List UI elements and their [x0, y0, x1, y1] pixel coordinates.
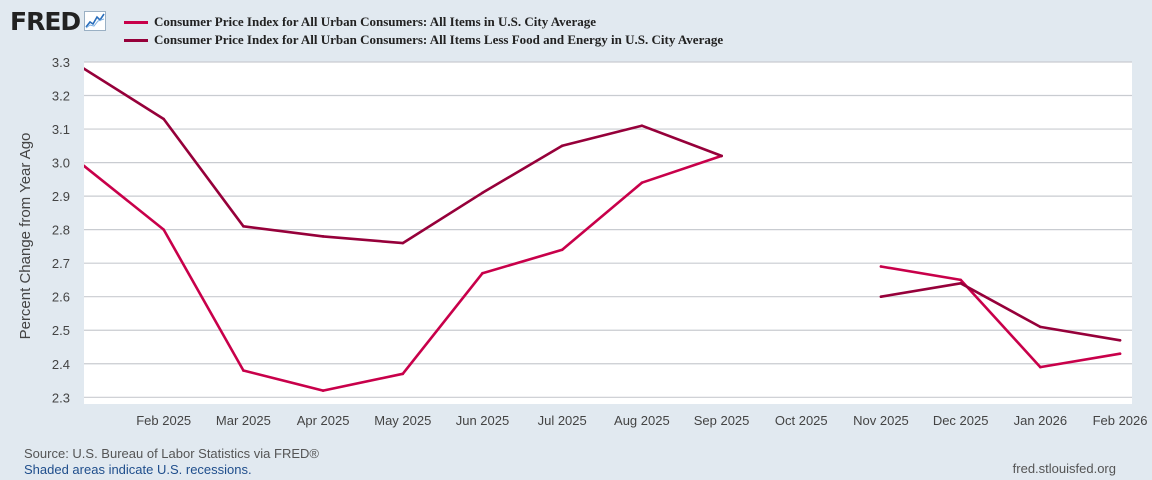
data-point-core[interactable]	[83, 67, 86, 71]
data-point-all-items[interactable]	[83, 164, 86, 168]
x-tick-label: Mar 2025	[216, 413, 271, 428]
data-point-core[interactable]	[1039, 325, 1042, 329]
x-tick-label: Feb 2025	[136, 413, 191, 428]
legend-swatch-all-items	[124, 20, 148, 24]
data-point-all-items[interactable]	[1118, 352, 1122, 356]
data-point-all-items[interactable]	[162, 228, 165, 231]
fred-logo-text: FRED	[10, 6, 81, 36]
x-tick-label: Dec 2025	[933, 413, 989, 428]
data-point-all-items[interactable]	[640, 181, 644, 185]
data-point-core[interactable]	[321, 235, 325, 238]
data-point-core[interactable]	[162, 117, 165, 121]
series-line-core-segment-1[interactable]	[879, 281, 1122, 342]
y-tick-label: 2.3	[52, 390, 70, 405]
x-tick-label: Jan 2026	[1014, 413, 1068, 428]
y-tick-label: 3.3	[52, 55, 70, 70]
legend-item-core[interactable]: Consumer Price Index for All Urban Consu…	[124, 31, 723, 49]
x-tick-label: Aug 2025	[614, 413, 670, 428]
y-tick-label: 3.1	[52, 122, 70, 137]
y-tick-label: 2.5	[52, 323, 70, 338]
series-core	[83, 67, 1122, 342]
chart-legend: Consumer Price Index for All Urban Consu…	[124, 13, 723, 49]
y-tick-label: 2.6	[52, 290, 70, 305]
chart-footer-notes: Source: U.S. Bureau of Labor Statistics …	[24, 446, 319, 478]
y-tick-label: 3.2	[52, 89, 70, 104]
y-tick-label: 3.0	[52, 156, 70, 171]
site-url[interactable]: fred.stlouisfed.org	[1012, 461, 1116, 476]
data-point-core[interactable]	[481, 191, 484, 195]
data-point-all-items[interactable]	[879, 265, 883, 268]
data-point-all-items[interactable]	[401, 372, 405, 376]
data-point-all-items[interactable]	[1039, 365, 1042, 369]
y-tick-label: 2.9	[52, 189, 70, 204]
recession-note-link[interactable]: Shaded areas indicate U.S. recessions.	[24, 462, 252, 477]
data-point-core[interactable]	[959, 281, 962, 285]
y-tick-label: 2.7	[52, 256, 70, 271]
data-point-core[interactable]	[720, 154, 723, 158]
data-point-core[interactable]	[640, 124, 644, 128]
legend-label-all-items: Consumer Price Index for All Urban Consu…	[154, 14, 596, 29]
x-tick-label: Feb 2026	[1093, 413, 1148, 428]
data-point-all-items[interactable]	[959, 278, 962, 282]
series-line-all-items-segment-1[interactable]	[879, 265, 1122, 369]
plot-area	[84, 62, 1132, 404]
data-point-all-items[interactable]	[481, 271, 484, 275]
legend-swatch-core	[124, 38, 148, 42]
fred-logo[interactable]: FRED	[10, 4, 107, 38]
y-tick-label: 2.8	[52, 223, 70, 238]
data-point-all-items[interactable]	[321, 389, 325, 392]
line-graph-icon	[84, 11, 107, 31]
data-point-core[interactable]	[560, 144, 564, 148]
x-tick-label: Apr 2025	[297, 413, 350, 428]
data-point-core[interactable]	[1118, 338, 1122, 342]
y-axis-label: Percent Change from Year Ago	[17, 133, 34, 340]
data-point-all-items[interactable]	[242, 369, 245, 372]
x-tick-label: Jun 2025	[456, 413, 510, 428]
legend-item-all-items[interactable]: Consumer Price Index for All Urban Consu…	[124, 13, 723, 31]
data-point-core[interactable]	[242, 224, 245, 228]
x-tick-label: May 2025	[374, 413, 431, 428]
x-tick-label: Sep 2025	[694, 413, 750, 428]
y-tick-label: 2.4	[52, 357, 70, 372]
x-tick-label: Jul 2025	[538, 413, 587, 428]
x-tick-label: Nov 2025	[853, 413, 909, 428]
legend-label-core: Consumer Price Index for All Urban Consu…	[154, 32, 724, 47]
data-point-core[interactable]	[401, 241, 405, 245]
source-note: Source: U.S. Bureau of Labor Statistics …	[24, 446, 319, 461]
data-point-core[interactable]	[879, 295, 883, 299]
x-tick-label: Oct 2025	[775, 413, 828, 428]
data-point-all-items[interactable]	[560, 248, 564, 252]
